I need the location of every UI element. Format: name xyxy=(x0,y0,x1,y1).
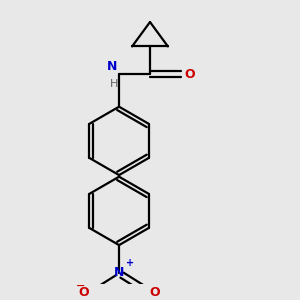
Text: −: − xyxy=(76,280,85,290)
Text: O: O xyxy=(78,286,89,299)
Text: O: O xyxy=(150,286,160,299)
Text: H: H xyxy=(110,79,118,88)
Text: N: N xyxy=(114,266,124,279)
Text: N: N xyxy=(107,60,118,73)
Text: +: + xyxy=(126,258,134,268)
Text: O: O xyxy=(184,68,195,81)
